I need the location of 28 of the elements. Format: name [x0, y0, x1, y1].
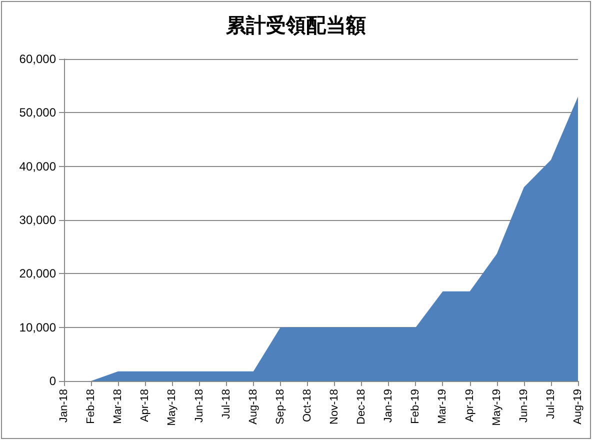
x-tick-label: May-18: [166, 389, 178, 426]
y-tick-label: 30,000: [19, 213, 56, 227]
x-tick-label: Apr-18: [139, 389, 152, 422]
y-tick-label: 20,000: [19, 266, 56, 281]
x-tick-label: Dec-18: [356, 389, 368, 424]
chart-title: 累計受領配当額: [225, 13, 366, 37]
x-tick-label: Nov-18: [328, 389, 341, 424]
x-tick-label: Mar-19: [436, 389, 449, 424]
x-tick-label: Oct-18: [301, 389, 314, 422]
x-tick-label: Jun-18: [193, 389, 206, 423]
x-tick-label: Feb-18: [85, 389, 98, 424]
x-tick-label: Feb-19: [410, 389, 422, 424]
x-tick-label: Jun-19: [518, 389, 530, 423]
x-tick-label: May-19: [490, 389, 503, 426]
y-tick-label: 0: [49, 374, 56, 388]
x-tick-label: Aug-18: [247, 389, 260, 424]
y-tick-label: 10,000: [19, 320, 56, 334]
x-tick-label: Sep-18: [274, 389, 286, 424]
x-tick-label: Jul-19: [544, 389, 557, 419]
x-tick-label: Jan-19: [382, 389, 395, 423]
x-tick-label: Apr-19: [464, 389, 476, 422]
y-tick-label: 50,000: [19, 106, 56, 120]
y-tick-label: 60,000: [19, 52, 56, 66]
x-tick-label: Jan-18: [58, 389, 70, 423]
y-tick-label: 40,000: [19, 159, 56, 174]
x-tick-label: Aug-19: [572, 389, 584, 424]
x-tick-label: Jul-18: [220, 389, 232, 419]
x-tick-label: Mar-18: [112, 389, 124, 424]
